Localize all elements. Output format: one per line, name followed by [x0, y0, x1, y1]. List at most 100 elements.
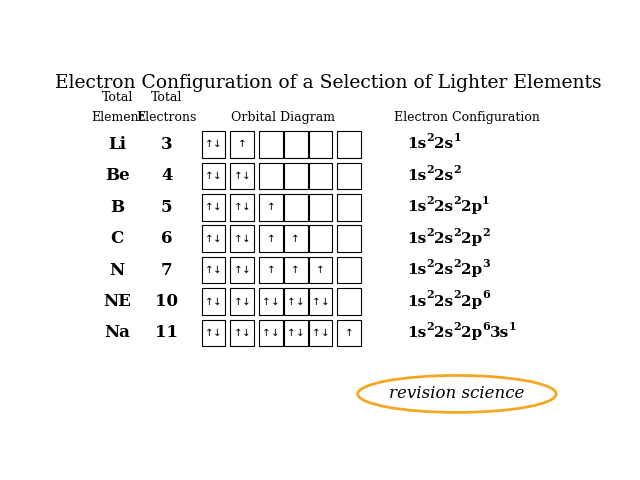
Text: 1s: 1s	[408, 232, 427, 246]
Text: ↓: ↓	[296, 328, 305, 338]
Bar	[308, 288, 332, 315]
Bar	[337, 257, 361, 283]
Text: Orbital Diagram: Orbital Diagram	[232, 111, 335, 124]
Text: ↓: ↓	[271, 328, 280, 338]
Bar	[202, 194, 225, 221]
Text: 2: 2	[453, 195, 461, 206]
Text: 2: 2	[427, 195, 434, 206]
Text: ↑: ↑	[205, 171, 214, 181]
Text: 3: 3	[482, 258, 490, 269]
Text: ↓: ↓	[296, 297, 305, 307]
Text: ↑: ↑	[234, 234, 243, 244]
Bar	[308, 131, 332, 158]
Text: ↓: ↓	[321, 297, 329, 307]
Text: 2p: 2p	[461, 326, 482, 340]
Text: 2p: 2p	[461, 263, 482, 277]
Text: ↑: ↑	[234, 297, 243, 307]
Text: ↑: ↑	[267, 265, 275, 275]
Text: ↑: ↑	[262, 328, 271, 338]
Bar	[284, 320, 308, 346]
Text: ↓: ↓	[213, 297, 222, 307]
Text: ↓: ↓	[242, 297, 251, 307]
Text: ↓: ↓	[213, 234, 222, 244]
Text: ↑: ↑	[205, 202, 214, 212]
Text: 3s: 3s	[490, 326, 509, 340]
Text: ↑: ↑	[267, 234, 275, 244]
Text: 6: 6	[482, 321, 490, 332]
Text: ↑: ↑	[205, 234, 214, 244]
Text: ↓: ↓	[213, 202, 222, 212]
Bar	[259, 320, 283, 346]
Bar	[337, 226, 361, 252]
Bar	[259, 257, 283, 283]
Text: 2s: 2s	[434, 295, 453, 309]
Bar	[284, 257, 308, 283]
Text: ↓: ↓	[213, 328, 222, 338]
Text: 2: 2	[427, 289, 434, 300]
Bar	[202, 257, 225, 283]
Text: 1s: 1s	[408, 137, 427, 152]
Text: N: N	[109, 262, 125, 278]
Text: ↑: ↑	[345, 328, 354, 338]
Bar	[308, 320, 332, 346]
Text: ↑: ↑	[205, 265, 214, 275]
Bar	[230, 163, 254, 189]
Text: Electron Configuration of a Selection of Lighter Elements: Electron Configuration of a Selection of…	[54, 74, 602, 92]
Text: ↑: ↑	[205, 140, 214, 149]
Text: Be: Be	[105, 168, 129, 184]
Text: ↑: ↑	[234, 202, 243, 212]
Bar	[308, 163, 332, 189]
Text: 1s: 1s	[408, 326, 427, 340]
Text: ↑: ↑	[262, 297, 271, 307]
Text: 2: 2	[427, 227, 434, 238]
Bar	[308, 194, 332, 221]
Text: 1s: 1s	[408, 263, 427, 277]
Bar	[308, 226, 332, 252]
Text: Element: Element	[91, 111, 143, 124]
Bar	[230, 320, 254, 346]
Text: ↑: ↑	[287, 328, 296, 338]
Bar	[284, 194, 308, 221]
Text: ↓: ↓	[213, 171, 222, 181]
Text: 2p: 2p	[461, 200, 482, 214]
Bar	[259, 288, 283, 315]
Bar	[337, 163, 361, 189]
Text: 11: 11	[156, 324, 179, 341]
Text: ↑: ↑	[267, 202, 275, 212]
Text: ↓: ↓	[213, 140, 222, 149]
Text: 6: 6	[161, 230, 173, 247]
Text: 2: 2	[482, 227, 490, 238]
Text: 3: 3	[161, 136, 173, 153]
Text: 10: 10	[156, 293, 179, 310]
Text: 2: 2	[427, 258, 434, 269]
Text: 6: 6	[482, 289, 490, 300]
Text: ↓: ↓	[242, 202, 251, 212]
Bar	[337, 320, 361, 346]
Bar	[259, 163, 283, 189]
Text: ↑: ↑	[291, 265, 300, 275]
Bar	[284, 131, 308, 158]
Text: ↓: ↓	[242, 265, 251, 275]
Bar	[230, 226, 254, 252]
Text: ↑: ↑	[234, 171, 243, 181]
Bar	[337, 131, 361, 158]
Text: 5: 5	[161, 199, 173, 216]
Bar	[230, 288, 254, 315]
Bar	[337, 288, 361, 315]
Bar	[202, 163, 225, 189]
Text: revision science: revision science	[389, 385, 525, 402]
Text: 2: 2	[427, 321, 434, 332]
Text: 1: 1	[482, 195, 490, 206]
Text: ↑: ↑	[312, 328, 321, 338]
Bar	[337, 194, 361, 221]
Text: 2: 2	[453, 289, 461, 300]
Bar	[259, 131, 283, 158]
Text: ↑: ↑	[287, 297, 296, 307]
Text: 4: 4	[161, 168, 173, 184]
Text: 2s: 2s	[434, 232, 453, 246]
Text: ↓: ↓	[321, 328, 329, 338]
Text: ↑: ↑	[234, 265, 243, 275]
Text: 1s: 1s	[408, 295, 427, 309]
Bar	[259, 194, 283, 221]
Text: ↑: ↑	[312, 297, 321, 307]
